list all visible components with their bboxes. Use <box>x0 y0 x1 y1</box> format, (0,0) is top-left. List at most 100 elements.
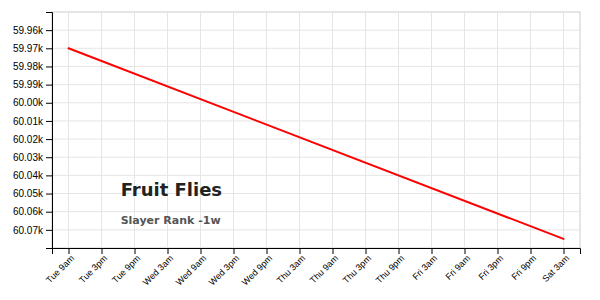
x-tick-label: Wed 3pm <box>207 253 241 287</box>
grid-line <box>101 12 102 248</box>
line <box>69 48 564 239</box>
x-tick: Fri 3pm <box>476 248 505 282</box>
grid-line <box>563 12 564 248</box>
y-tick: 60.00k <box>13 97 52 108</box>
y-tick: 60.02k <box>13 134 52 145</box>
y-tick-mark <box>46 66 52 67</box>
y-tick: 60.07k <box>13 225 52 236</box>
grid-line <box>52 229 580 230</box>
grid-line <box>52 175 580 176</box>
x-tick-label: Sat 3am <box>540 253 571 284</box>
x-tick: Thu 9pm <box>374 248 406 285</box>
y-axis: 59.96k 59.97k 59.98k 59.99k 60.00k 60.01k 60.0… <box>13 13 53 249</box>
y-tick-mark <box>46 48 52 49</box>
y-tick-mark <box>46 157 52 158</box>
grid-line <box>52 48 580 49</box>
y-tick-label: 59.96k <box>13 25 44 36</box>
y-tick-mark <box>46 230 52 231</box>
x-tick: Fri 3am <box>410 248 439 282</box>
x-tick: Wed 9pm <box>240 248 274 287</box>
y-tick: 60.05k <box>13 188 52 199</box>
y-tick-mark <box>46 30 52 31</box>
grid-line <box>200 12 201 248</box>
x-tick-label: Wed 9pm <box>240 253 274 287</box>
grid-line <box>530 12 531 248</box>
grid-line <box>52 157 580 158</box>
grid-line <box>431 12 432 248</box>
chart: 59.96k 59.97k 59.98k 59.99k 60.00k 60.01k 60.0… <box>0 0 600 300</box>
x-tick-label: Thu 3pm <box>341 253 373 285</box>
y-tick: 60.01k <box>13 116 52 127</box>
y-tick: 60.06k <box>13 206 52 217</box>
x-tick: Tue 9am <box>44 248 76 285</box>
x-tick: Fri 9pm <box>509 248 538 282</box>
grid-line <box>167 12 168 248</box>
x-tick: Tue 3pm <box>77 248 109 285</box>
grid-line <box>365 12 366 248</box>
x-tick-label: Tue 9am <box>44 253 76 285</box>
title: Fruit Flies <box>121 179 222 200</box>
y-tick-mark <box>46 194 52 195</box>
x-tick: Thu 3am <box>275 248 307 285</box>
grid-line <box>52 211 580 212</box>
x-tick-label: Fri 3am <box>410 253 439 282</box>
y-tick-label: 60.05k <box>13 188 44 199</box>
subtitle: Slayer Rank -1w <box>121 214 221 227</box>
x-tick: Thu 9am <box>308 248 340 285</box>
y-axis-line <box>46 13 53 249</box>
grid-line <box>134 12 135 248</box>
grid-line <box>52 30 580 31</box>
y-tick-mark <box>46 139 52 140</box>
marks <box>69 48 564 239</box>
grid-line <box>332 12 333 248</box>
grid-line <box>52 139 580 140</box>
grid-line <box>299 12 300 248</box>
y-tick: 59.96k <box>13 25 52 36</box>
y-tick: 60.03k <box>13 152 52 163</box>
grid-line <box>52 120 580 121</box>
x-tick-label: Fri 9pm <box>509 253 538 282</box>
y-tick-label: 59.97k <box>13 43 44 54</box>
x-tick-label: Thu 9pm <box>374 253 406 285</box>
x-tick-label: Tue 9pm <box>110 253 142 285</box>
x-axis: Tue 9amTue 3pmTue 9pmWed 3amWed 9amWed 3… <box>44 248 580 287</box>
y-tick-mark <box>46 175 52 176</box>
x-tick-label: Fri 3pm <box>476 253 505 282</box>
y-tick: 60.04k <box>13 170 52 181</box>
x-tick-label: Fri 9am <box>443 253 472 282</box>
x-tick: Sat 3am <box>540 248 571 284</box>
y-tick-label: 60.03k <box>13 152 44 163</box>
y-tick-label: 60.02k <box>13 134 44 145</box>
y-tick-mark <box>46 121 52 122</box>
x-tick: Thu 3pm <box>341 248 373 285</box>
x-tick: Wed 3am <box>141 248 175 287</box>
grid-line <box>52 66 580 67</box>
y-tick-label: 60.01k <box>13 116 44 127</box>
y-tick-label: 60.00k <box>13 97 44 108</box>
plot: 59.96k 59.97k 59.98k 59.99k 60.00k 60.01k 60.0… <box>13 12 581 287</box>
grid-line <box>233 12 234 248</box>
grid <box>52 12 580 248</box>
plot-frame <box>52 12 580 248</box>
y-tick-label: 60.06k <box>13 206 44 217</box>
grid-line <box>52 84 580 85</box>
x-tick: Wed 9am <box>174 248 208 287</box>
y-tick-label: 60.04k <box>13 170 44 181</box>
x-axis-line <box>53 249 581 255</box>
grid-line <box>464 12 465 248</box>
x-tick-label: Tue 3pm <box>77 253 109 285</box>
grid-line <box>266 12 267 248</box>
x-tick: Fri 9am <box>443 248 472 282</box>
y-tick-label: 60.07k <box>13 225 44 236</box>
y-tick-mark <box>46 103 52 104</box>
y-tick: 59.97k <box>13 43 52 54</box>
x-tick-label: Thu 9am <box>308 253 340 285</box>
grid-line <box>52 102 580 103</box>
y-tick-label: 59.98k <box>13 61 44 72</box>
x-tick: Wed 3pm <box>207 248 241 287</box>
y-tick-mark <box>46 85 52 86</box>
x-tick-label: Wed 9am <box>174 253 208 287</box>
y-tick: 59.99k <box>13 79 52 90</box>
x-tick: Tue 9pm <box>110 248 142 285</box>
x-tick-label: Wed 3am <box>141 253 175 287</box>
